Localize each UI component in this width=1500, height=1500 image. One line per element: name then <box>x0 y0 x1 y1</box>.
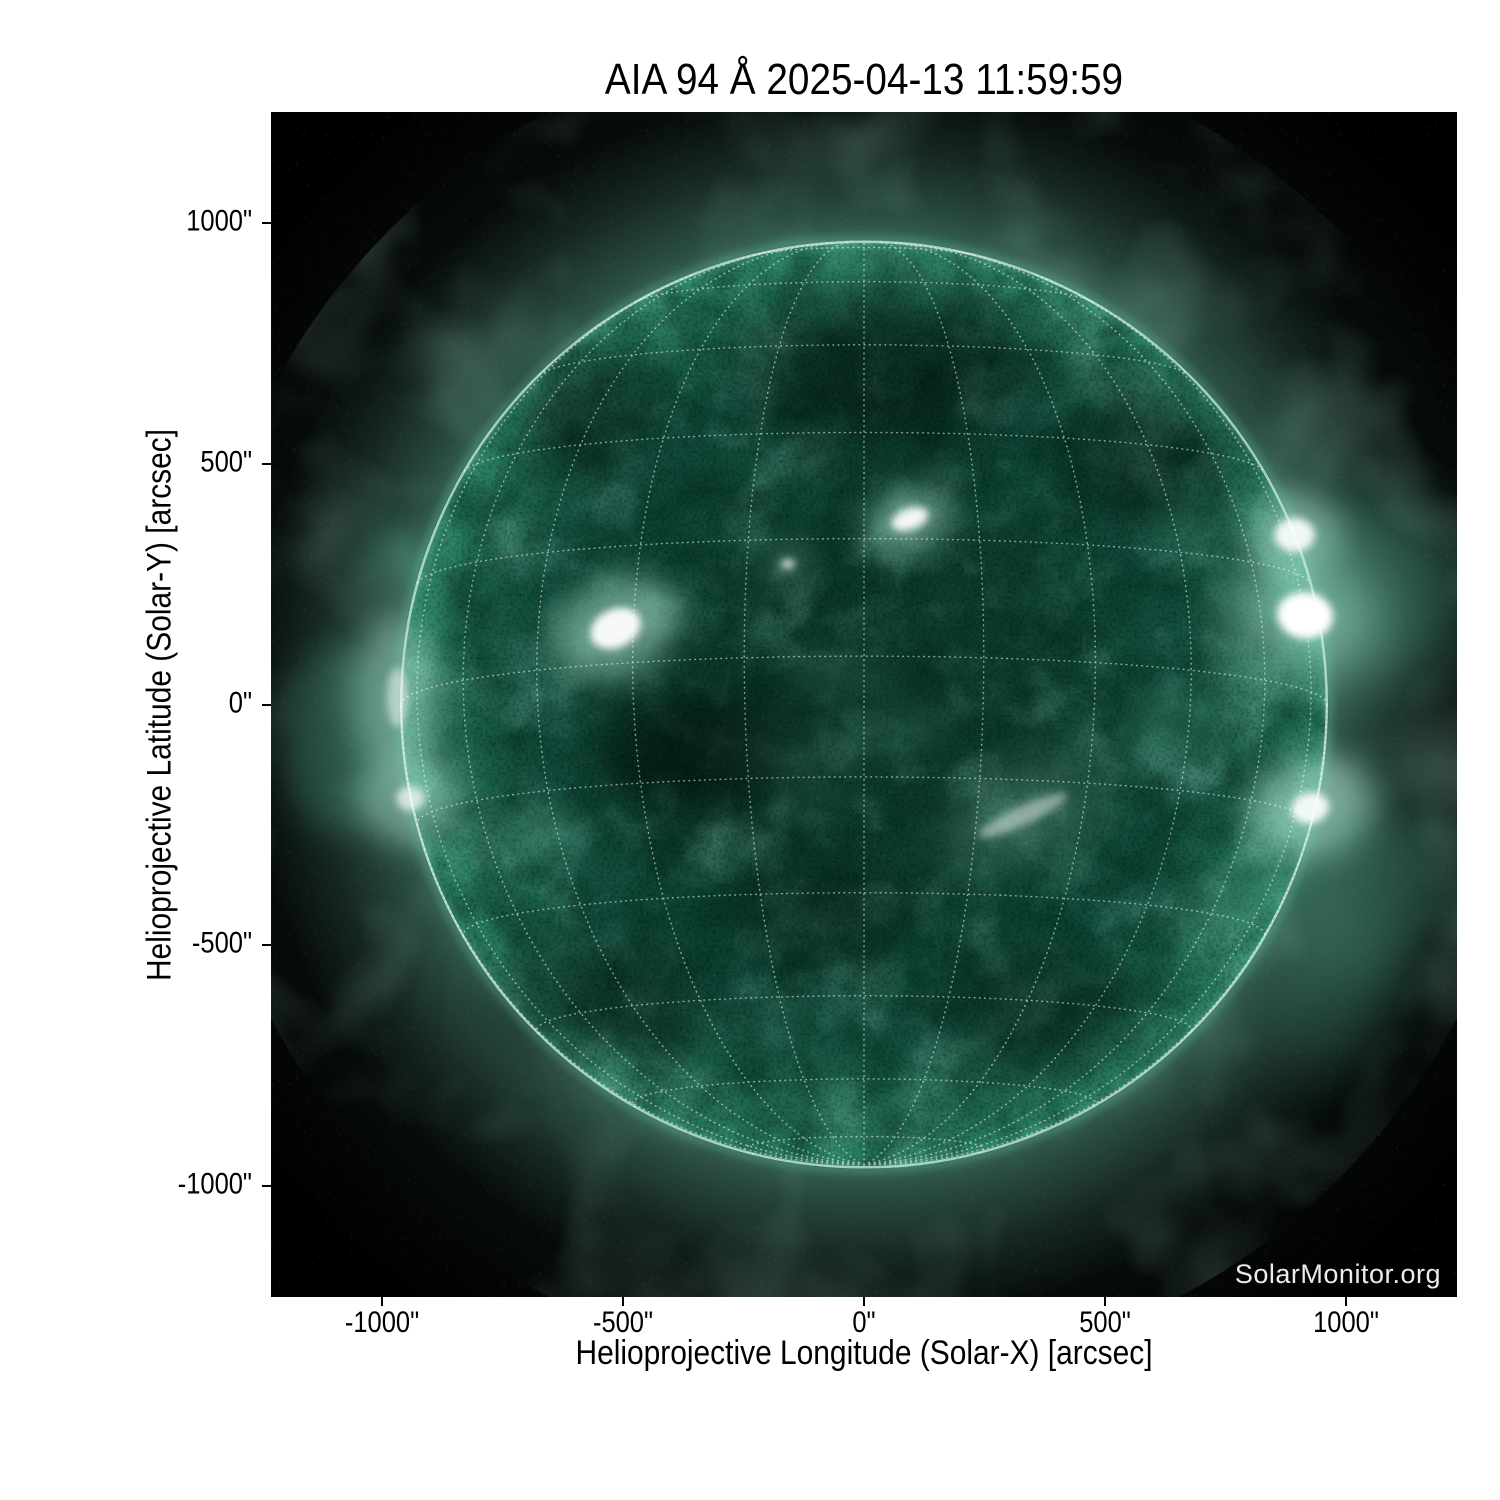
y-tick-label: 500" <box>200 444 252 478</box>
x-tick-label: 1000" <box>1313 1306 1380 1339</box>
x-tick-mark <box>863 1297 865 1306</box>
y-tick-label: -1000" <box>177 1167 252 1201</box>
y-tick-label: 0" <box>228 685 252 719</box>
plot-area: SolarMonitor.org <box>271 112 1457 1297</box>
x-tick-label: 0" <box>852 1306 876 1339</box>
chart-title: AIA 94 Å 2025-04-13 11:59:59 <box>604 55 1124 104</box>
x-tick-mark <box>621 1297 624 1306</box>
solar-image <box>271 112 1457 1297</box>
y-tick-label: 1000" <box>186 204 252 238</box>
y-tick-mark <box>262 1185 271 1188</box>
y-tick-label: -500" <box>191 926 252 960</box>
x-tick-mark <box>380 1297 383 1306</box>
x-tick-label: -500" <box>592 1306 653 1339</box>
y-tick-mark <box>262 462 271 465</box>
x-axis-label: Helioprojective Longitude (Solar-X) [arc… <box>575 1334 1153 1372</box>
x-tick-label: 500" <box>1079 1306 1131 1339</box>
y-tick-mark <box>262 703 271 706</box>
image-noise <box>271 112 1457 1297</box>
watermark: SolarMonitor.org <box>1234 1259 1441 1289</box>
x-tick-mark <box>1104 1297 1107 1306</box>
y-tick-mark <box>262 944 271 947</box>
x-tick-label: -1000" <box>344 1306 420 1339</box>
x-tick-mark <box>1345 1297 1348 1306</box>
y-tick-mark <box>262 221 271 224</box>
